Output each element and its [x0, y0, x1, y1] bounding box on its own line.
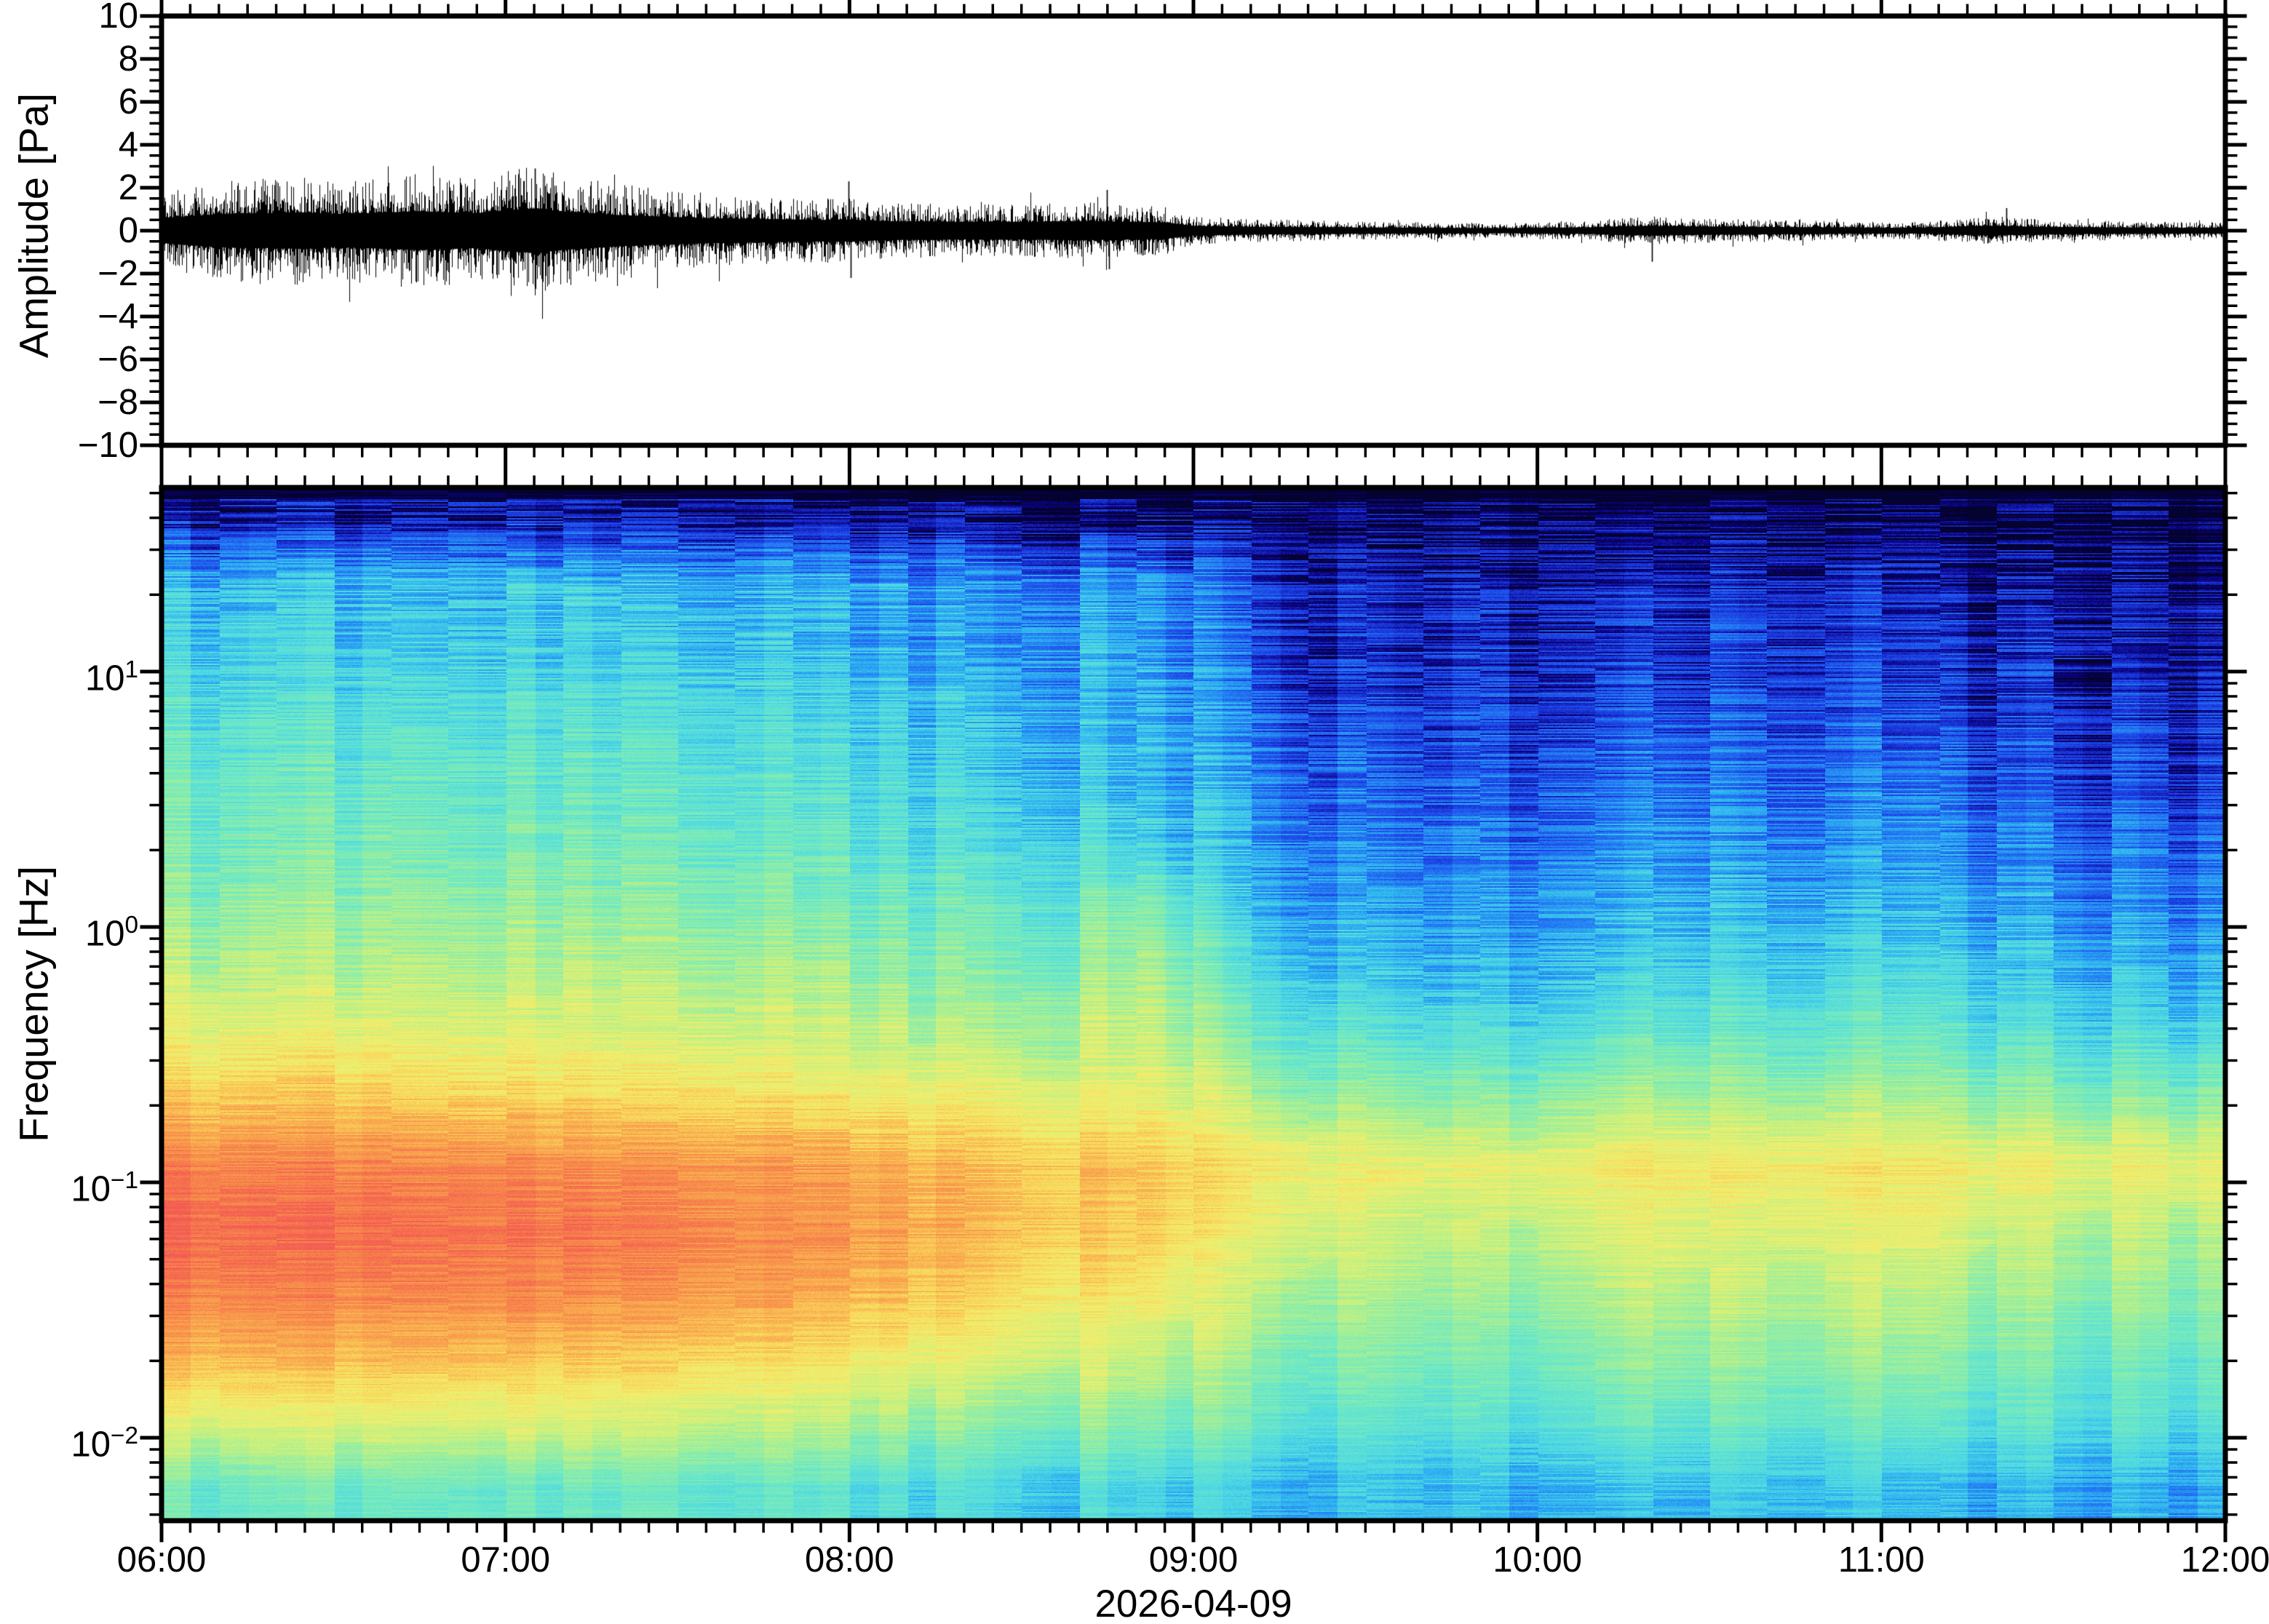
frequency-tick-label: 101	[84, 656, 138, 698]
amplitude-tick-label: −10	[77, 426, 138, 465]
amplitude-tick-label: 0	[118, 211, 138, 250]
amplitude-tick-label: −8	[98, 383, 138, 422]
date-label: 2026-04-09	[1094, 1583, 1292, 1624]
time-tick-label: 10:00	[1493, 1540, 1582, 1580]
amplitude-tick-label: 8	[118, 39, 138, 79]
frequency-tick-label: 10−1	[71, 1167, 139, 1209]
spectrogram-plot	[162, 487, 2225, 1521]
amplitude-tick-label: 2	[118, 168, 138, 207]
time-tick-label: 11:00	[1837, 1540, 1925, 1580]
time-tick-label: 06:00	[116, 1540, 207, 1580]
amplitude-tick-label: −6	[98, 340, 138, 379]
time-tick-label: 12:00	[2180, 1540, 2269, 1580]
amplitude-tick-label: 6	[118, 82, 138, 122]
waveform-plot	[162, 16, 2225, 445]
time-tick-label: 07:00	[461, 1540, 550, 1580]
amplitude-tick-label: −4	[98, 297, 138, 336]
frequency-tick-label: 10−2	[71, 1422, 139, 1465]
frequency-tick-label: 100	[84, 912, 138, 954]
time-tick-label: 09:00	[1148, 1540, 1239, 1580]
amplitude-tick-label: 4	[118, 125, 138, 164]
amplitude-tick-label: 10	[98, 0, 138, 36]
time-tick-label: 08:00	[805, 1540, 894, 1580]
amplitude-tick-label: −2	[98, 254, 138, 293]
